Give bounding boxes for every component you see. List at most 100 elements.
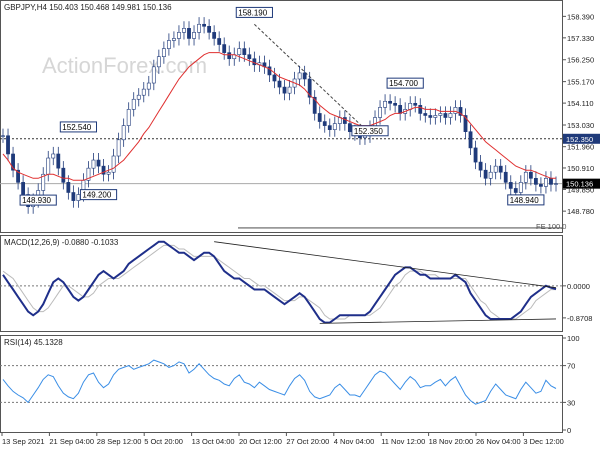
- price-annotation-box: [235, 6, 273, 18]
- xtick-label: 20 Oct 12:00: [239, 437, 282, 446]
- candle-body: [187, 28, 191, 39]
- candle-body: [277, 80, 282, 88]
- rsi-ytick-label: 0: [567, 426, 571, 435]
- candle-body: [448, 113, 453, 118]
- macd-signal-line: [2, 244, 557, 320]
- candle-body: [508, 182, 513, 189]
- candle-body: [116, 139, 121, 157]
- candle-body: [106, 171, 111, 175]
- rsi-line: [2, 359, 557, 405]
- watermark: ActionForex.com: [42, 53, 207, 78]
- xtick-label: 21 Sep 04:00: [49, 437, 94, 446]
- candle-body: [317, 113, 322, 122]
- candle-body: [554, 183, 558, 185]
- price-annotation-label: 158.190: [238, 8, 267, 17]
- candle-body: [51, 153, 56, 159]
- candle-body: [76, 194, 81, 201]
- candle-body: [86, 167, 91, 181]
- candle-body: [302, 72, 307, 80]
- rsi-ytick-label: 70: [567, 362, 575, 371]
- price-annotation-box: [386, 77, 424, 89]
- price-ytick-label: 151.960: [567, 143, 594, 152]
- candle-body: [272, 74, 277, 82]
- price-ytick-label: 155.170: [567, 78, 594, 87]
- price-annotation-box: [79, 189, 118, 201]
- candle-body: [549, 178, 553, 185]
- candle-body: [428, 115, 433, 118]
- candle-body: [433, 115, 438, 118]
- candle-body: [141, 88, 146, 96]
- candle-body: [156, 56, 161, 68]
- price-ytick-label: 157.330: [567, 34, 594, 43]
- candle-body: [423, 113, 428, 116]
- candle-body: [237, 48, 242, 55]
- candle-body: [307, 78, 312, 98]
- candle-body: [498, 165, 503, 173]
- candle-body: [478, 161, 483, 171]
- price-annotation-box: [507, 194, 545, 206]
- candle-body: [192, 32, 196, 39]
- candle-body: [418, 105, 423, 114]
- candle-body: [383, 100, 387, 108]
- candle-body: [347, 123, 352, 132]
- candle-body: [207, 25, 212, 33]
- candle-body: [252, 58, 257, 66]
- candle-body: [6, 135, 10, 155]
- candle-body: [518, 182, 523, 193]
- macd-line: [2, 240, 557, 324]
- candle-body: [453, 107, 458, 114]
- candle-body: [528, 171, 533, 179]
- candle-body: [493, 165, 498, 173]
- candle-body: [197, 23, 201, 33]
- rsi-ytick-label: 100: [567, 334, 580, 343]
- candle-body: [131, 98, 136, 110]
- candle-body: [71, 192, 76, 201]
- candle-body: [66, 182, 71, 193]
- rsi-panel: [0, 335, 563, 433]
- candle-body: [182, 28, 186, 33]
- candle-body: [438, 113, 443, 116]
- price-annotation-box: [19, 194, 57, 206]
- candle-body: [227, 52, 232, 60]
- price-annotation-label: 148.940: [510, 196, 539, 205]
- xtick-label: 11 Nov 12:00: [381, 437, 425, 446]
- macd-ytick-label: -0.8708: [567, 314, 592, 323]
- candle-body: [287, 86, 292, 94]
- candle-body: [267, 66, 272, 76]
- candle-body: [56, 153, 61, 169]
- candle-body: [247, 54, 252, 60]
- candle-body: [212, 32, 217, 39]
- xtick-label: 3 Dec 12:00: [523, 437, 563, 446]
- level-price-label: 152.350: [566, 135, 593, 144]
- candle-body: [46, 157, 51, 175]
- candle-body: [458, 107, 463, 116]
- price-annotation-box: [351, 125, 389, 137]
- current-price-label: 150.136: [566, 180, 593, 189]
- candle-body: [378, 107, 382, 118]
- moving-average-line: [2, 52, 556, 181]
- xtick-label: 26 Nov 04:00: [476, 437, 521, 446]
- candle-body: [21, 182, 26, 195]
- price-trend-line: [254, 23, 371, 135]
- candle-body: [111, 155, 116, 173]
- candle-body: [16, 169, 20, 183]
- candle-body: [202, 23, 206, 27]
- candle-body: [473, 147, 478, 163]
- price-ytick-label: 154.110: [567, 99, 594, 108]
- price-ytick-label: 148.780: [567, 207, 594, 216]
- candle-body: [342, 117, 347, 124]
- candle-body: [413, 103, 418, 106]
- candle-body: [172, 38, 176, 41]
- candle-body: [136, 94, 141, 100]
- candle-body: [332, 123, 337, 130]
- level-price-tag: [563, 133, 600, 144]
- candle-body: [398, 105, 403, 114]
- candle-body: [468, 131, 473, 149]
- xtick-label: 4 Nov 04:00: [334, 437, 374, 446]
- price-ytick-label: 158.390: [567, 12, 594, 21]
- candle-body: [91, 159, 96, 169]
- candle-body: [101, 165, 106, 175]
- macd-support-line: [319, 318, 557, 324]
- candle-body: [513, 188, 518, 193]
